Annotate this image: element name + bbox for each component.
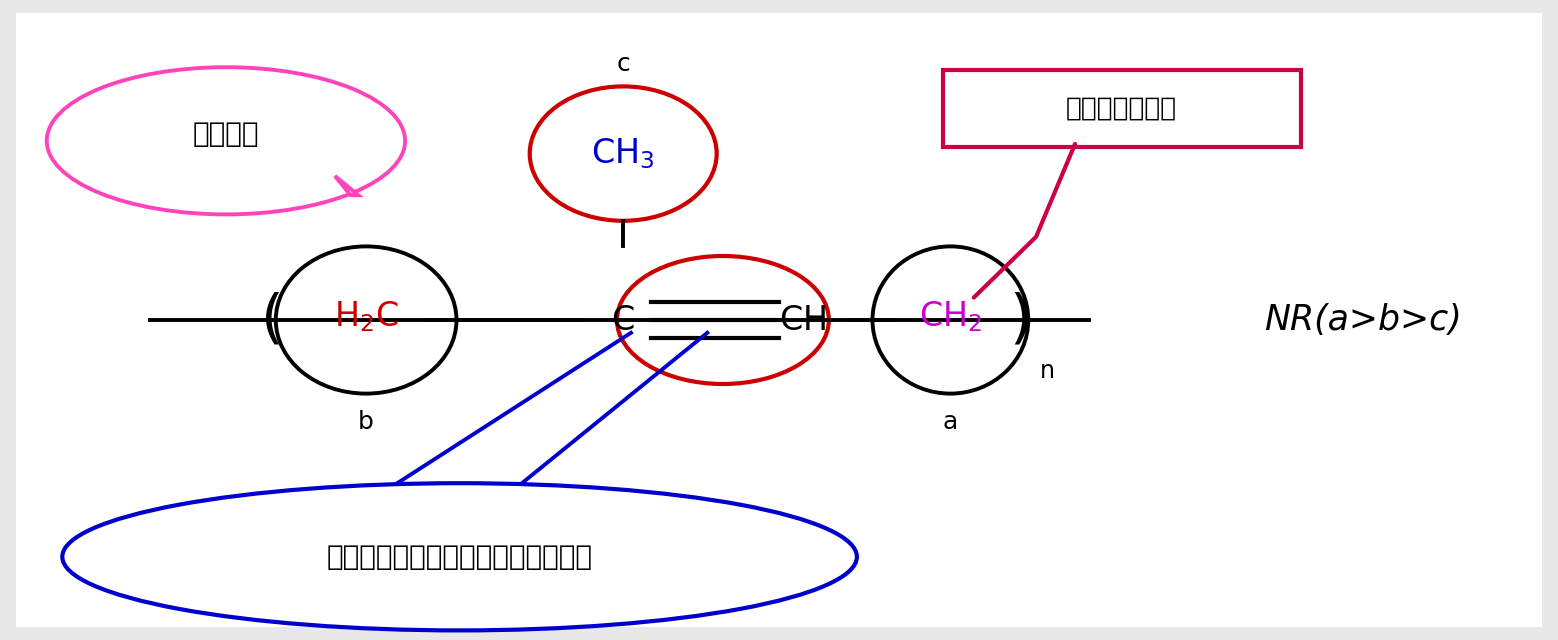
Text: 氧气、臭氧、强氧化剂、腐蚀性介质: 氧气、臭氧、强氧化剂、腐蚀性介质: [327, 543, 592, 571]
FancyBboxPatch shape: [943, 70, 1301, 147]
Ellipse shape: [47, 67, 405, 214]
FancyBboxPatch shape: [16, 13, 1542, 627]
Text: $\mathsf{CH_3}$: $\mathsf{CH_3}$: [592, 136, 654, 171]
Text: NR(a>b>c): NR(a>b>c): [1265, 303, 1461, 337]
Text: 活泼，易被取代: 活泼，易被取代: [1066, 96, 1178, 122]
Polygon shape: [335, 176, 358, 195]
Text: $\mathsf{C}$: $\mathsf{C}$: [611, 303, 636, 337]
Text: 供电子基: 供电子基: [193, 120, 259, 148]
Ellipse shape: [62, 483, 857, 630]
Text: $\mathsf{CH_2}$: $\mathsf{CH_2}$: [919, 300, 982, 334]
Text: n: n: [1039, 359, 1055, 383]
Text: ): ): [1010, 291, 1031, 349]
Text: $\mathsf{CH}$: $\mathsf{CH}$: [779, 303, 826, 337]
Text: (: (: [262, 291, 284, 349]
Text: a: a: [943, 410, 958, 435]
Text: $\mathsf{H_2C}$: $\mathsf{H_2C}$: [333, 300, 399, 334]
Text: b: b: [358, 410, 374, 435]
Text: c: c: [617, 52, 629, 76]
